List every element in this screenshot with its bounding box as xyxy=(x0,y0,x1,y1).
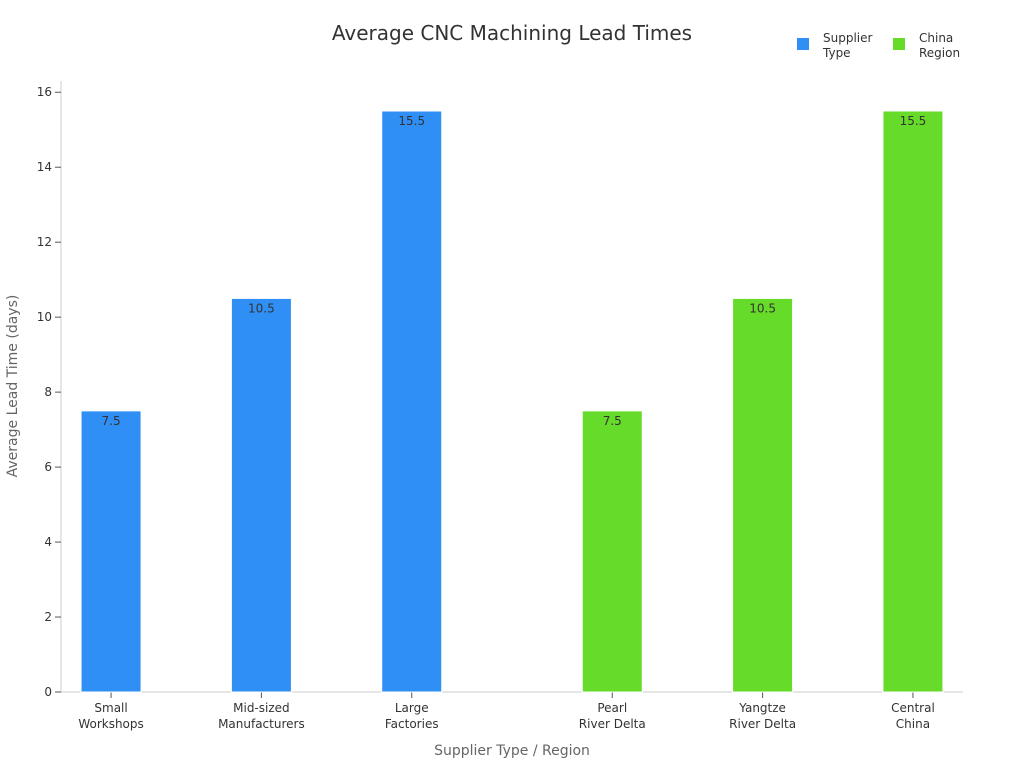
y-tick-label: 12 xyxy=(37,235,52,249)
y-tick-label: 6 xyxy=(44,460,52,474)
x-axis: Small Workshops Mid-sized Manufacturers Larg… xyxy=(61,691,963,731)
x-tick-label: Pearl River Delta xyxy=(579,701,646,731)
x-tick-label: Large Factories xyxy=(385,701,439,731)
y-axis: 0 2 4 6 8 10 12 14 16 xyxy=(37,81,62,699)
bar xyxy=(230,297,292,693)
bars-group: 7.5 10.5 15.5 7.5 10.5 15.5 xyxy=(80,110,944,693)
bar-value-label: 15.5 xyxy=(398,114,425,128)
legend-swatch xyxy=(893,38,905,50)
x-tick-label: Yangtze River Delta xyxy=(729,701,796,731)
x-tick-label: Central China xyxy=(891,701,935,731)
y-tick-label: 16 xyxy=(37,85,52,99)
legend-label: China Region xyxy=(919,31,960,60)
bar-value-label: 15.5 xyxy=(900,114,927,128)
bar xyxy=(80,410,142,693)
bar-value-label: 7.5 xyxy=(603,414,622,428)
bar xyxy=(882,110,944,693)
legend-swatch xyxy=(797,38,809,50)
bar-value-label: 10.5 xyxy=(749,301,776,315)
bar xyxy=(732,297,794,693)
bar-value-label: 7.5 xyxy=(102,414,121,428)
y-tick-label: 4 xyxy=(44,535,52,549)
y-axis-label: Average Lead Time (days) xyxy=(5,295,21,478)
legend-label: Supplier Type xyxy=(822,31,873,60)
y-tick-label: 2 xyxy=(44,610,52,624)
x-axis-label: Supplier Type / Region xyxy=(434,743,590,759)
legend: Supplier Type China Region xyxy=(797,31,960,60)
chart-title: Average CNC Machining Lead Times xyxy=(332,21,692,45)
y-tick-label: 14 xyxy=(37,160,52,174)
bar-value-label: 10.5 xyxy=(248,301,275,315)
x-tick-label: Small Workshops xyxy=(78,701,143,731)
x-tick-label: Mid-sized Manufacturers xyxy=(218,701,305,731)
bar xyxy=(581,410,643,693)
y-tick-label: 10 xyxy=(37,310,52,324)
y-tick-label: 0 xyxy=(44,685,52,699)
y-tick-label: 8 xyxy=(44,385,52,399)
bar xyxy=(381,110,443,693)
